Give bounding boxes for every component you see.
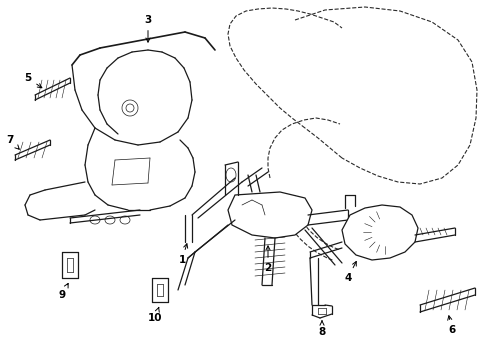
Text: 4: 4 bbox=[344, 261, 356, 283]
Text: 3: 3 bbox=[145, 15, 151, 42]
Polygon shape bbox=[342, 205, 418, 260]
Text: 8: 8 bbox=[318, 321, 326, 337]
Text: 9: 9 bbox=[58, 283, 68, 300]
Polygon shape bbox=[228, 192, 312, 238]
Text: 2: 2 bbox=[265, 246, 271, 273]
Text: 6: 6 bbox=[448, 316, 456, 335]
Text: 5: 5 bbox=[24, 73, 42, 88]
Text: 1: 1 bbox=[178, 244, 188, 265]
Text: 10: 10 bbox=[148, 307, 162, 323]
Text: 7: 7 bbox=[6, 135, 19, 149]
